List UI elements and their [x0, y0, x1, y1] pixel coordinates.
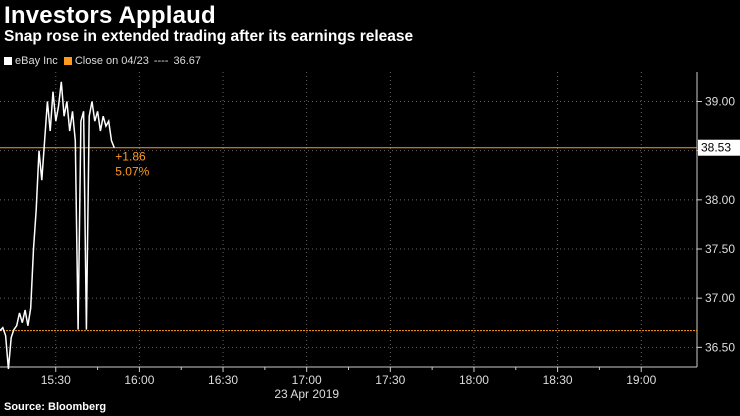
grid: [0, 72, 697, 367]
chart-labels: 36.5037.0037.5038.0038.5039.0015:3016:00…: [41, 95, 740, 401]
axes: [0, 72, 702, 372]
legend-label-series: eBay Inc: [15, 55, 58, 67]
chart-title: Investors Applaud: [4, 2, 216, 29]
chart-marks: [0, 81, 697, 370]
x-tick-label: 17:30: [375, 373, 405, 387]
x-tick-label: 19:00: [626, 373, 656, 387]
legend-label-close: Close on 04/23: [74, 55, 149, 67]
change-annotation: +1.86: [115, 150, 146, 164]
last-value-box: [698, 139, 740, 156]
legend: eBay Inc Close on 04/23 ---- 36.67: [4, 55, 207, 67]
y-tick-label: 39.00: [705, 95, 735, 109]
x-tick-label: 15:30: [41, 373, 71, 387]
source-note: Source: Bloomberg: [4, 401, 107, 413]
y-tick-label: 37.00: [705, 291, 735, 305]
y-tick-label: 38.00: [705, 193, 735, 207]
legend-swatch-series: [4, 57, 12, 65]
x-axis-label: 23 Apr 2019: [274, 387, 339, 401]
legend-close-dashes: ----: [153, 55, 169, 67]
legend-item-close: Close on 04/23 ---- 36.67: [63, 55, 201, 67]
x-tick-label: 16:00: [124, 373, 154, 387]
y-tick-label: 36.50: [705, 340, 735, 354]
y-tick-label: 37.50: [705, 242, 735, 256]
x-tick-label: 18:30: [543, 373, 573, 387]
series-line-ebay: [0, 81, 115, 370]
legend-item-series: eBay Inc: [4, 55, 58, 67]
chart-subtitle: Snap rose in extended trading after its …: [4, 28, 414, 45]
legend-swatch-close: [63, 57, 72, 65]
x-tick-label: 16:30: [208, 373, 238, 387]
last-value-label: 38.53: [701, 141, 731, 155]
legend-close-value: 36.67: [173, 55, 201, 67]
x-tick-label: 18:00: [459, 373, 489, 387]
change-pct-annotation: 5.07%: [115, 165, 149, 179]
x-tick-label: 17:00: [292, 373, 322, 387]
